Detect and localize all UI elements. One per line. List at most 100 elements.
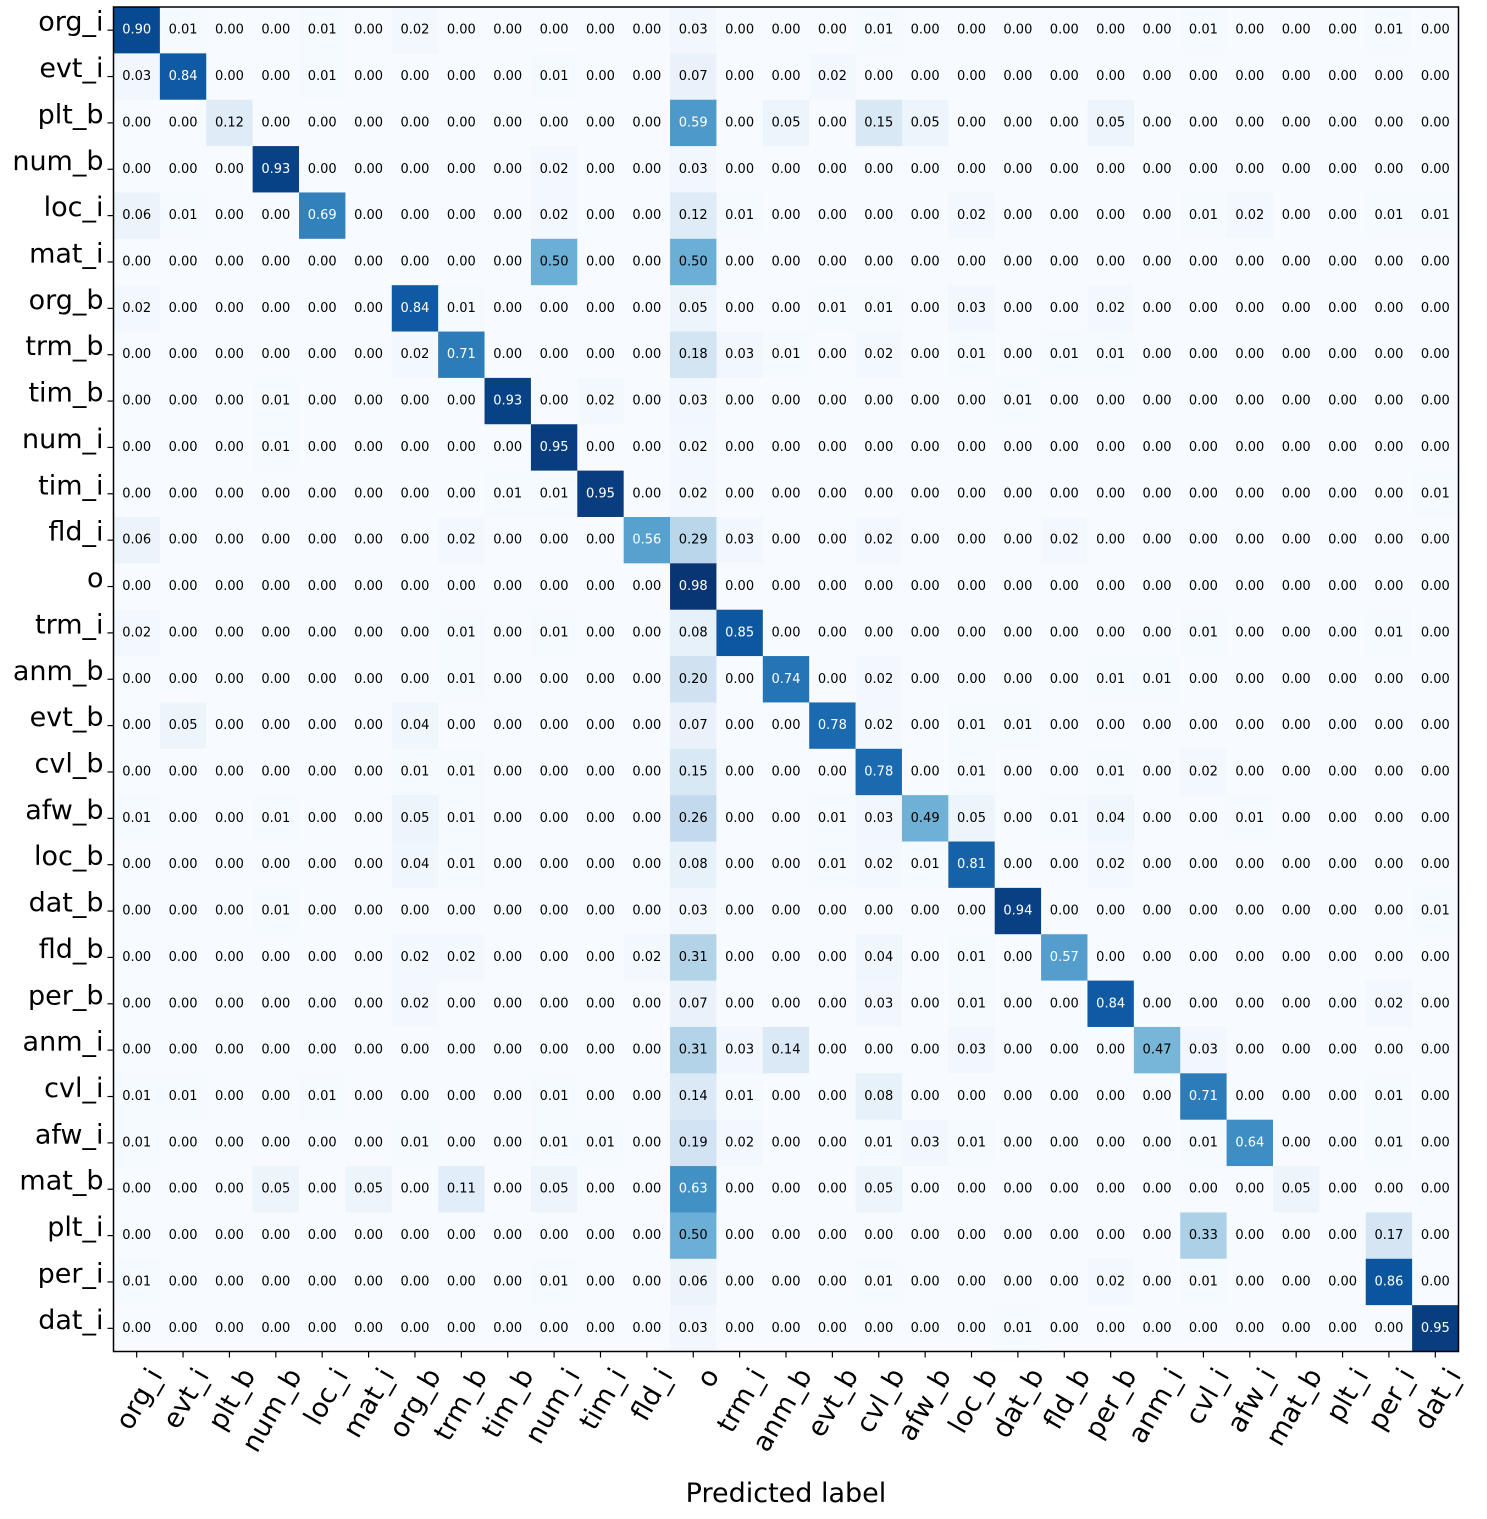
heatmap-cell: [1272, 934, 1320, 982]
heatmap-cell: [252, 1026, 300, 1074]
heatmap-cell: [855, 887, 903, 935]
cell-value-label: 0.00: [1189, 996, 1218, 1011]
heatmap-cell: [1087, 377, 1135, 425]
heatmap-cell: [577, 563, 625, 611]
heatmap-cell: [994, 192, 1042, 240]
cell-value-label: 0.00: [1050, 1182, 1079, 1197]
cell-value-label: 0.00: [1328, 904, 1357, 919]
cell-value-label: 0.00: [818, 904, 847, 919]
heatmap-cell: [345, 841, 393, 889]
heatmap-cell: [299, 1212, 346, 1260]
heatmap-cell: [530, 1166, 578, 1213]
heatmap-cell: [1319, 887, 1367, 935]
cell-value-label: 0.00: [957, 1182, 986, 1197]
heatmap-cell: [113, 238, 161, 286]
cell-value-label: 0.00: [308, 1182, 337, 1197]
heatmap-cell: [1319, 192, 1367, 240]
heatmap-cell: [299, 702, 346, 750]
cell-value-label: 0.00: [215, 254, 244, 269]
heatmap-cell: [391, 1258, 439, 1306]
heatmap-cell: [809, 7, 857, 54]
cell-value-label: 0.71: [1189, 1089, 1218, 1104]
heatmap-cell: [345, 377, 393, 425]
heatmap-cell: [391, 1166, 439, 1213]
heatmap-cell: [716, 1305, 764, 1352]
heatmap-cell: [530, 238, 578, 286]
heatmap-cell: [299, 795, 346, 843]
cell-value-label: 0.00: [354, 440, 383, 455]
row-tick-label: evt_b: [30, 702, 104, 733]
heatmap-cell: [299, 285, 346, 333]
cell-value-label: 0.00: [1050, 23, 1079, 38]
heatmap-cell: [577, 470, 625, 518]
cell-value-label: 0.00: [772, 1274, 801, 1289]
cell-value-label: 0.00: [308, 1043, 337, 1058]
cell-value-label: 0.00: [1421, 672, 1450, 687]
heatmap-cell: [159, 377, 207, 425]
heatmap-cell: [299, 99, 346, 147]
heatmap-cell: [809, 609, 857, 657]
cell-value-label: 0.00: [632, 254, 661, 269]
heatmap-cell: [948, 146, 996, 193]
heatmap-cell: [670, 1119, 717, 1167]
cell-value-label: 0.00: [864, 1321, 893, 1336]
cell-value-label: 0.00: [1235, 1274, 1264, 1289]
cell-value-label: 0.00: [1282, 162, 1311, 177]
heatmap-cell: [1087, 1258, 1135, 1306]
heatmap-cell: [391, 424, 439, 472]
cell-value-label: 0.00: [447, 1089, 476, 1104]
heatmap-cell: [809, 424, 857, 472]
heatmap-cell: [1412, 470, 1459, 518]
heatmap-cell: [623, 7, 671, 54]
heatmap-cell: [577, 795, 625, 843]
heatmap-cell: [530, 377, 578, 425]
heatmap-cell: [438, 1166, 486, 1213]
cell-value-label: 0.00: [1235, 486, 1264, 501]
heatmap-cell: [994, 470, 1042, 518]
heatmap-cell: [948, 1258, 996, 1306]
cell-value-label: 0.00: [772, 254, 801, 269]
heatmap-cell: [670, 331, 717, 379]
heatmap-cell: [762, 748, 810, 796]
heatmap-cell: [1180, 1026, 1228, 1074]
heatmap-cell: [1041, 795, 1088, 843]
heatmap-cell: [345, 424, 393, 472]
cell-value-label: 0.01: [122, 1274, 151, 1289]
cell-value-label: 0.00: [586, 579, 615, 594]
cell-value-label: 0.00: [632, 904, 661, 919]
heatmap-cell: [1041, 192, 1088, 240]
cell-value-label: 0.00: [1189, 486, 1218, 501]
cell-value-label: 0.05: [261, 1182, 290, 1197]
cell-value-label: 0.00: [1374, 718, 1403, 733]
heatmap-cell: [113, 516, 161, 564]
cell-value-label: 0.00: [911, 162, 940, 177]
heatmap-cell: [1412, 516, 1459, 564]
heatmap-cell: [252, 841, 300, 889]
heatmap-cell: [994, 748, 1042, 796]
heatmap-cell: [1041, 7, 1088, 54]
cell-value-label: 0.01: [1003, 1321, 1032, 1336]
heatmap-cell: [901, 609, 949, 657]
cell-value-label: 0.00: [261, 672, 290, 687]
heatmap-cell: [206, 980, 254, 1028]
cell-value-label: 0.00: [772, 996, 801, 1011]
heatmap-cell: [1272, 99, 1320, 147]
cell-value-label: 0.03: [679, 904, 708, 919]
heatmap-cell: [1272, 331, 1320, 379]
heatmap-cell: [484, 377, 532, 425]
heatmap-cell: [994, 99, 1042, 147]
cell-value-label: 0.00: [540, 1228, 569, 1243]
cell-value-label: 0.00: [215, 857, 244, 872]
heatmap-cell: [1272, 1119, 1320, 1167]
heatmap-cell: [577, 99, 625, 147]
heatmap-cell: [670, 980, 717, 1028]
heatmap-cell: [855, 470, 903, 518]
heatmap-cell: [1412, 1026, 1459, 1074]
cell-value-label: 0.02: [400, 950, 429, 965]
cell-value-label: 0.00: [493, 347, 522, 362]
heatmap-cell: [484, 887, 532, 935]
heatmap-cell: [994, 377, 1042, 425]
cell-value-label: 0.00: [1050, 625, 1079, 640]
cell-value-label: 0.00: [447, 1043, 476, 1058]
